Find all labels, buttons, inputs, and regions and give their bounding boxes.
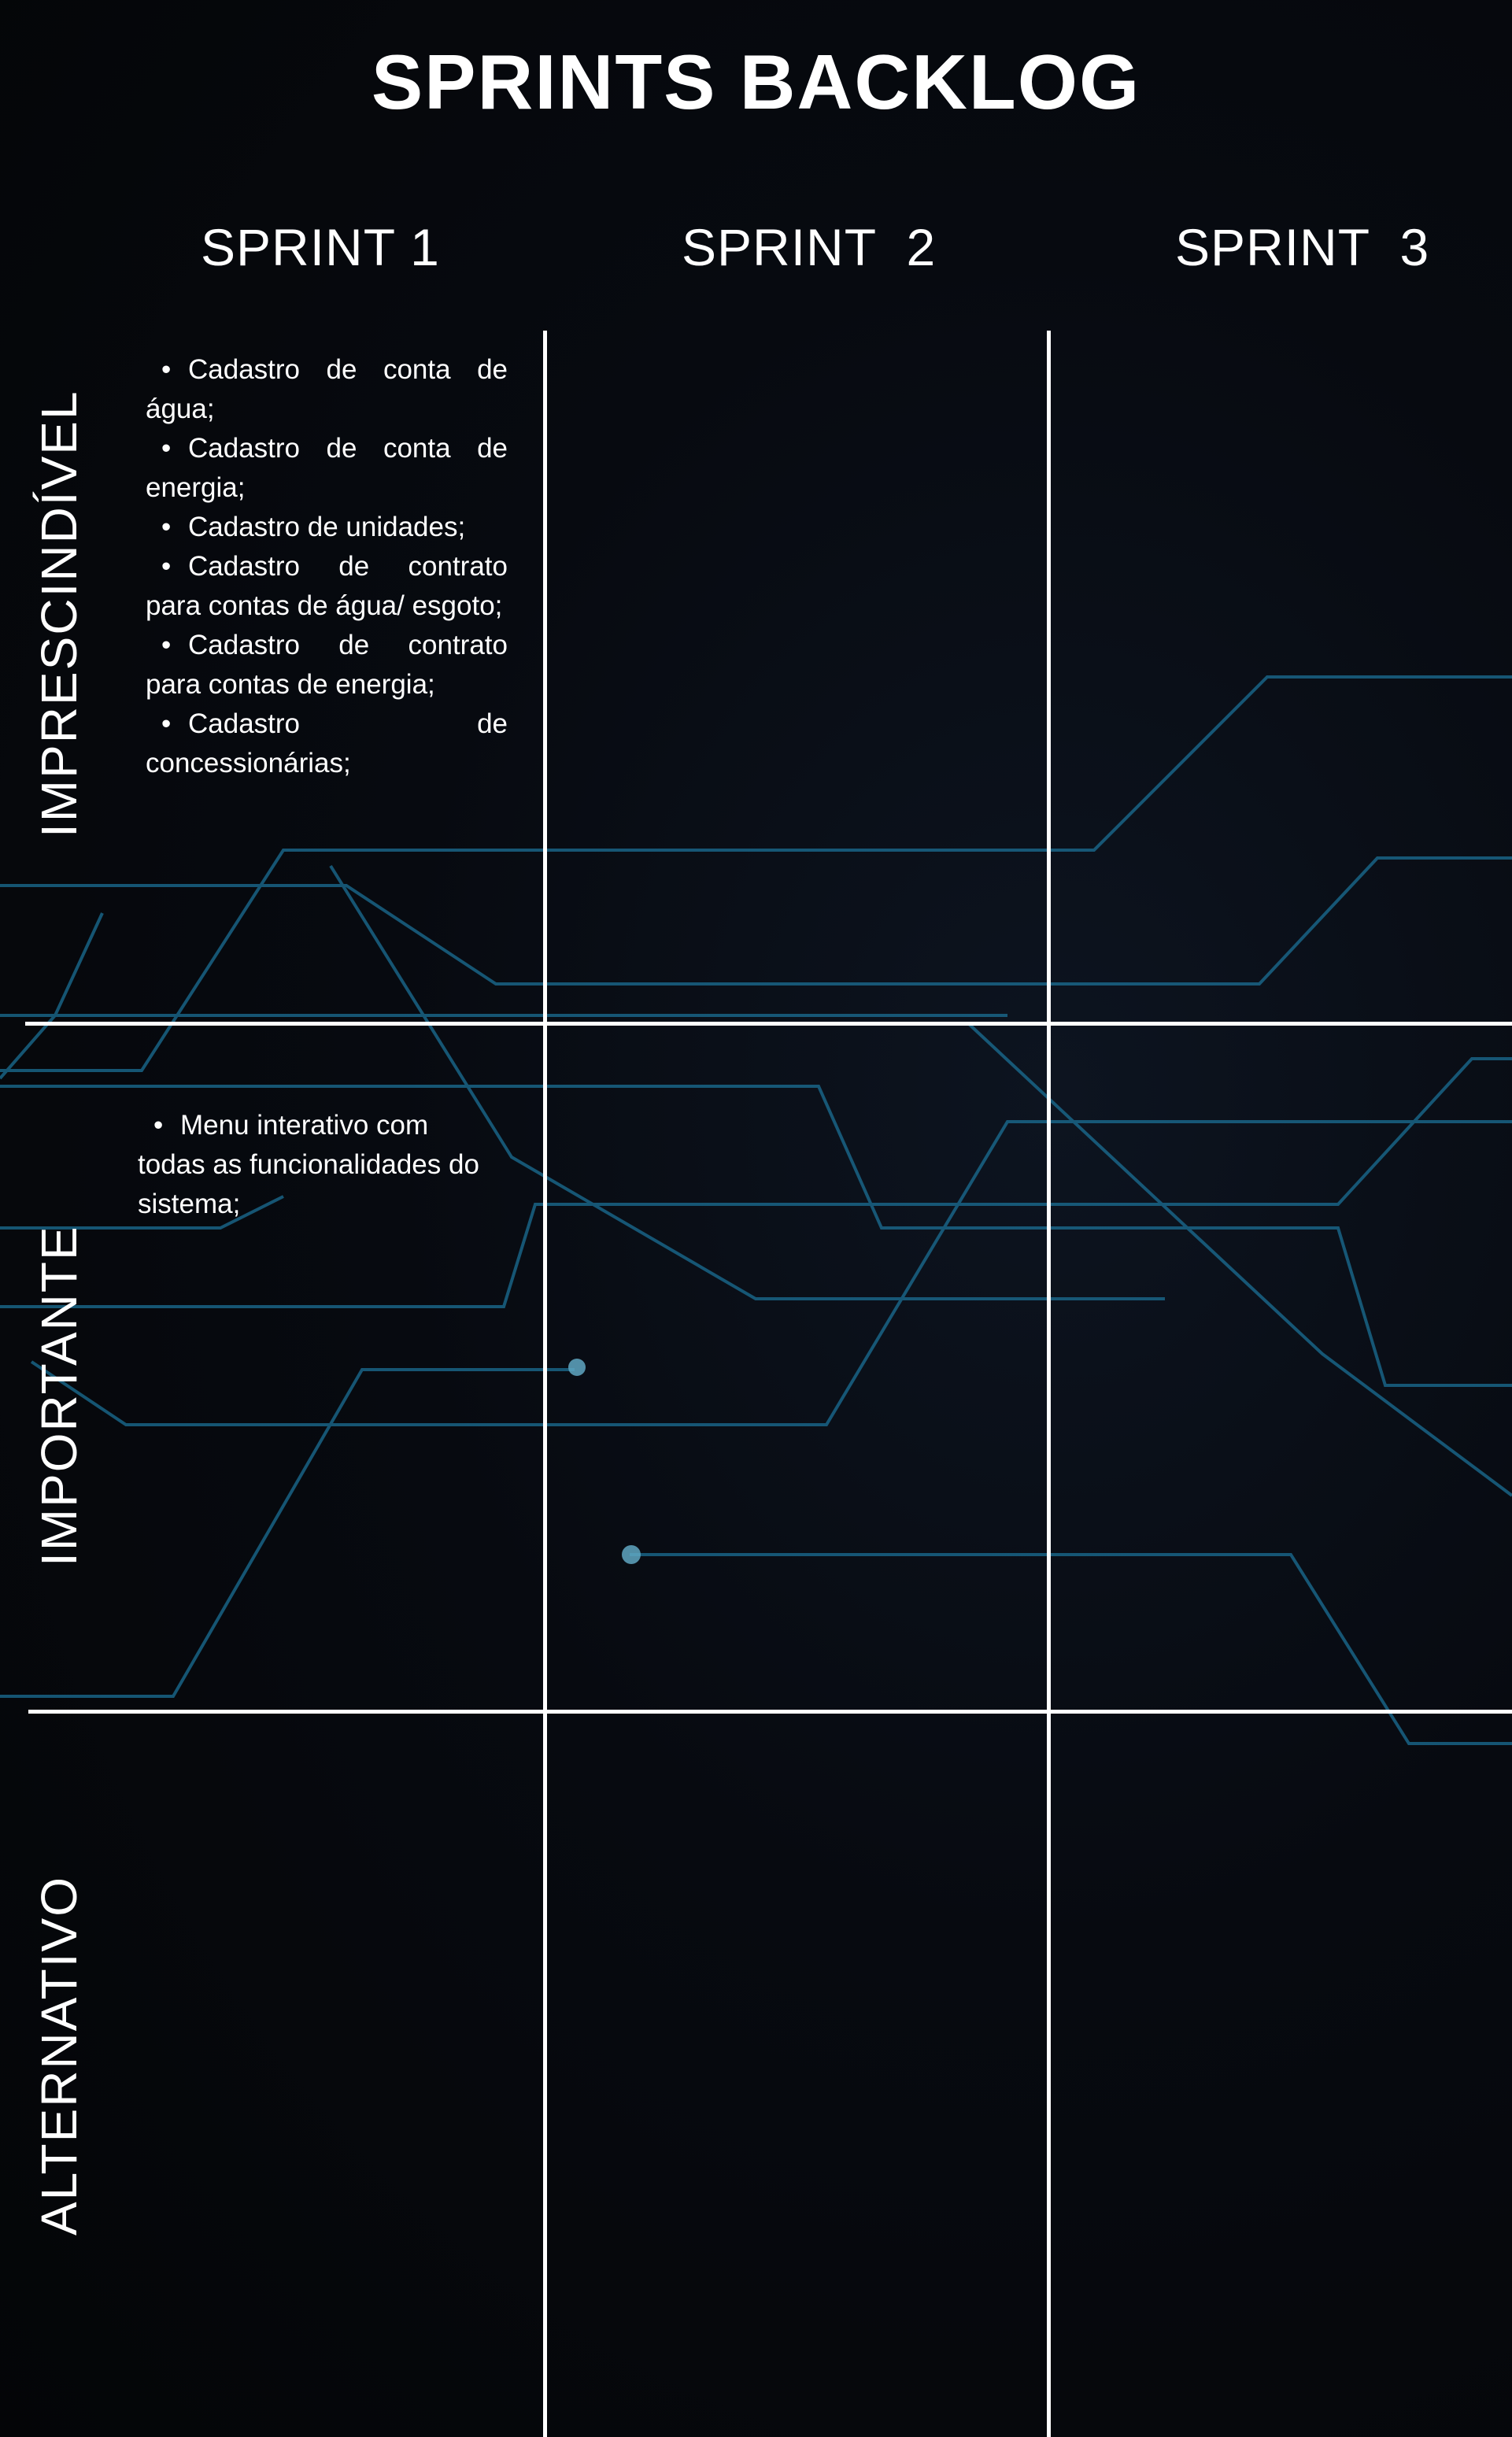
backlog-item: Cadastro de contrato para contas de ener… [146, 626, 508, 704]
page-title: SPRINTS BACKLOG [371, 39, 1141, 125]
backlog-item: Cadastro de contrato para contas de água… [146, 547, 508, 626]
backlog-list: Menu interativo com todas as funcionalid… [138, 1106, 484, 1224]
cell-importante-sprint-1: Menu interativo com todas as funcionalid… [138, 1106, 484, 1224]
grid-horizontal-line-1 [25, 1022, 1512, 1026]
backlog-item: Cadastro de conta de água; [146, 350, 508, 429]
backlog-item: Cadastro de conta de energia; [146, 429, 508, 508]
grid-vertical-line-1 [543, 331, 547, 2437]
row-label-imprescindivel: IMPRESCINDÍVEL [31, 390, 87, 838]
column-header-sprint-2: SPRINT 2 [682, 218, 937, 276]
backlog-list: Cadastro de conta de água; Cadastro de c… [146, 350, 508, 783]
column-header-sprint-1: SPRINT 1 [201, 218, 440, 276]
row-label-alternativo: ALTERNATIVO [31, 1875, 87, 2235]
column-header-sprint-3: SPRINT 3 [1175, 218, 1430, 276]
backlog-item: Cadastro de unidades; [146, 508, 508, 547]
row-label-importante: IMPORTANTE [31, 1225, 87, 1566]
cell-imprescindivel-sprint-1: Cadastro de conta de água; Cadastro de c… [146, 350, 508, 783]
grid-vertical-line-2 [1047, 331, 1051, 2437]
grid-horizontal-line-2 [28, 1710, 1512, 1714]
backlog-item: Cadastro de concessionárias; [146, 704, 508, 783]
backlog-item: Menu interativo com todas as funcionalid… [138, 1106, 484, 1224]
